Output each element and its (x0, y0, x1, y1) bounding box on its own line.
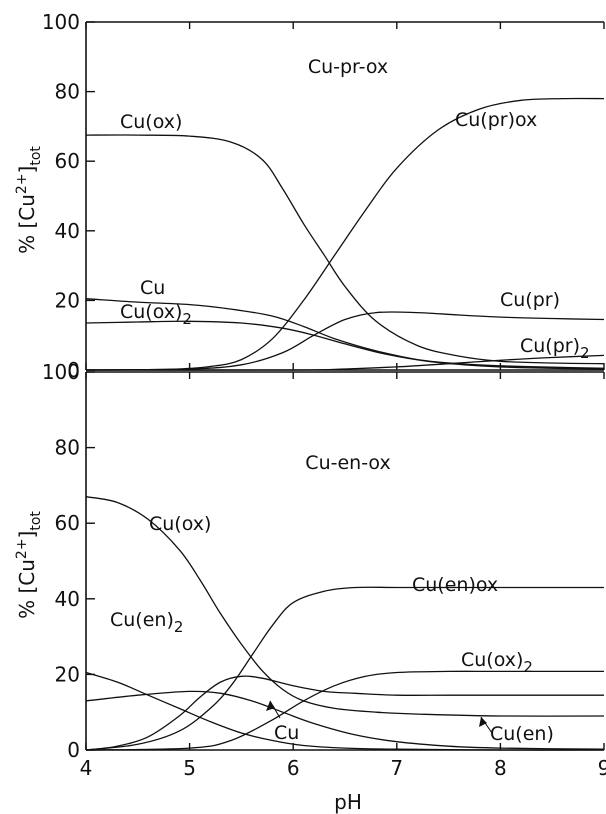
x-tick-label: 5 (183, 756, 196, 780)
y-tick-label: 100 (42, 10, 80, 34)
y-tick-label: 80 (55, 436, 80, 460)
y-tick-label: 0 (67, 738, 80, 762)
y-tick-label: 20 (55, 288, 80, 312)
x-tick-label: 9 (598, 756, 606, 780)
y-axis-label: % [Cu2+]tot (14, 511, 44, 619)
series-line-cu-ox (85, 134, 605, 365)
y-axis-label: % [Cu2+]tot (14, 146, 44, 254)
y-tick-label: 60 (55, 511, 80, 535)
arrow-head (266, 701, 275, 711)
series-label-cu-ox-2: Cu(ox)2 (461, 649, 533, 676)
y-tick-label: 40 (55, 219, 80, 243)
x-axis-label: pH (334, 790, 362, 814)
series-line-cu-ox-2 (85, 690, 605, 750)
panel-cu-en-ox: 0 20 40 60 80 100 4 5 6 7 8 9 pH % [Cu2+]tot Cu-en-ox C… (14, 360, 606, 814)
series-label-cu-ox: Cu(ox) (120, 111, 182, 133)
series-line-cu-pr-2 (85, 354, 605, 371)
series-line-cu (85, 671, 605, 751)
y-tick-label: 100 (42, 360, 80, 384)
series-label-cu-pr-2: Cu(pr)2 (520, 335, 590, 362)
series-line-cu-en-ox (85, 586, 604, 751)
series-label-cu-ox-2: Cu(ox)2 (120, 301, 192, 328)
series-line-cu-ox (85, 496, 605, 717)
series-label-cu-ox: Cu(ox) (149, 513, 211, 535)
y-tick-label: 80 (55, 80, 80, 104)
panel-title: Cu-pr-ox (308, 56, 388, 78)
y-tick-label: 0 (67, 358, 80, 382)
series-line-cu-en (85, 675, 604, 751)
series-line-cu-en-2 (85, 670, 604, 751)
y-tick-label: 40 (55, 587, 80, 611)
series-label-cu-pr: Cu(pr) (500, 289, 560, 311)
x-tick-label: 8 (494, 756, 507, 780)
x-tick-label: 6 (287, 756, 300, 780)
y-tick-label: 60 (55, 149, 80, 173)
series-label-cu-en-ox: Cu(en)ox (412, 574, 498, 596)
series-line-cu-ox-2 (85, 320, 605, 370)
series-line-cu (85, 298, 605, 369)
panel-cu-pr-ox: 0 20 40 60 80 100 % [Cu2+]tot Cu-pr-ox Cu(ox) Cu(… (14, 10, 605, 382)
x-tick-label: 4 (80, 756, 93, 780)
arrow-head (479, 717, 487, 727)
series-label-cu-pr-ox: Cu(pr)ox (455, 109, 537, 131)
series-label-cu: Cu (274, 722, 299, 744)
series-label-cu-en-2: Cu(en)2 (110, 609, 183, 636)
x-tick-label: 7 (390, 756, 403, 780)
series-line-cu-pr (85, 311, 605, 371)
panel-title: Cu-en-ox (305, 452, 390, 474)
series-line-cu-pr-ox (85, 97, 605, 371)
y-tick-label: 20 (55, 662, 80, 686)
series-label-cu: Cu (140, 277, 165, 299)
series-label-cu-en: Cu(en) (490, 723, 554, 745)
